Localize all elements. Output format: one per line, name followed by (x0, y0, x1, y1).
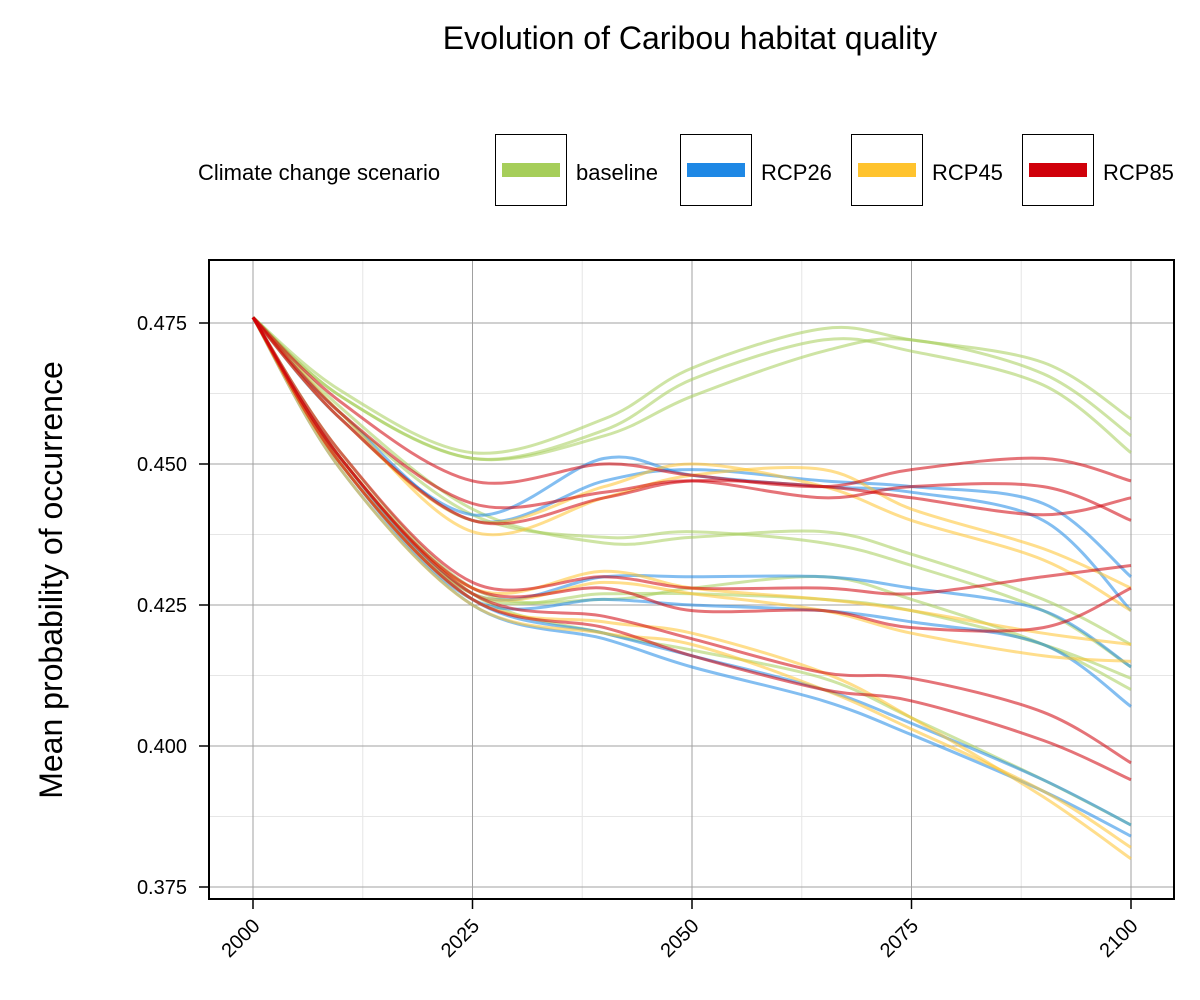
y-axis-label: Mean probability of occurrence (33, 361, 69, 799)
chart-title: Evolution of Caribou habitat quality (442, 20, 938, 56)
y-tick-label: 0.475 (137, 313, 187, 335)
legend-label-rcp26: RCP26 (761, 160, 832, 185)
y-tick-label: 0.425 (137, 595, 187, 617)
series-line-rcp45-19 (251, 316, 1132, 849)
legend-label-baseline: baseline (576, 160, 658, 185)
series-line-baseline-2 (251, 316, 1132, 462)
legend: Climate change scenario baseline RCP26 R… (0, 130, 1200, 210)
series-line-rcp45-14 (251, 316, 1132, 590)
x-tick-label: 2000 (218, 915, 265, 962)
x-tick-label: 2100 (1096, 915, 1143, 962)
series-line-rcp85-25 (251, 316, 1132, 765)
series-line-rcp85-22 (251, 316, 1132, 526)
y-tick-label: 0.375 (137, 877, 187, 899)
legend-label-rcp85: RCP85 (1103, 160, 1174, 185)
series-lines (251, 316, 1133, 861)
legend-swatch-baseline (502, 163, 560, 177)
legend-key-rcp45 (851, 134, 923, 206)
legend-swatch-rcp45 (858, 163, 916, 177)
series-line-baseline-0 (252, 316, 1132, 455)
series-line-rcp85-23 (251, 316, 1132, 596)
legend-swatch-rcp26 (687, 163, 745, 177)
legend-label-rcp45: RCP45 (932, 160, 1003, 185)
y-tick-label: 0.450 (137, 454, 187, 476)
series-line-rcp85-26 (251, 316, 1132, 782)
legend-swatch-rcp85 (1029, 163, 1087, 177)
legend-key-rcp26 (680, 134, 752, 206)
legend-key-rcp85 (1022, 134, 1094, 206)
legend-title: Climate change scenario (198, 160, 441, 185)
y-tick-label: 0.400 (137, 736, 187, 758)
series-line-rcp85-20 (251, 316, 1132, 489)
x-tick-label: 2050 (657, 915, 704, 962)
series-line-baseline-3 (251, 316, 1132, 646)
grid (209, 260, 1174, 899)
legend-key-baseline (495, 134, 567, 206)
x-tick-label: 2075 (876, 915, 923, 962)
x-tick-label: 2025 (437, 915, 484, 962)
